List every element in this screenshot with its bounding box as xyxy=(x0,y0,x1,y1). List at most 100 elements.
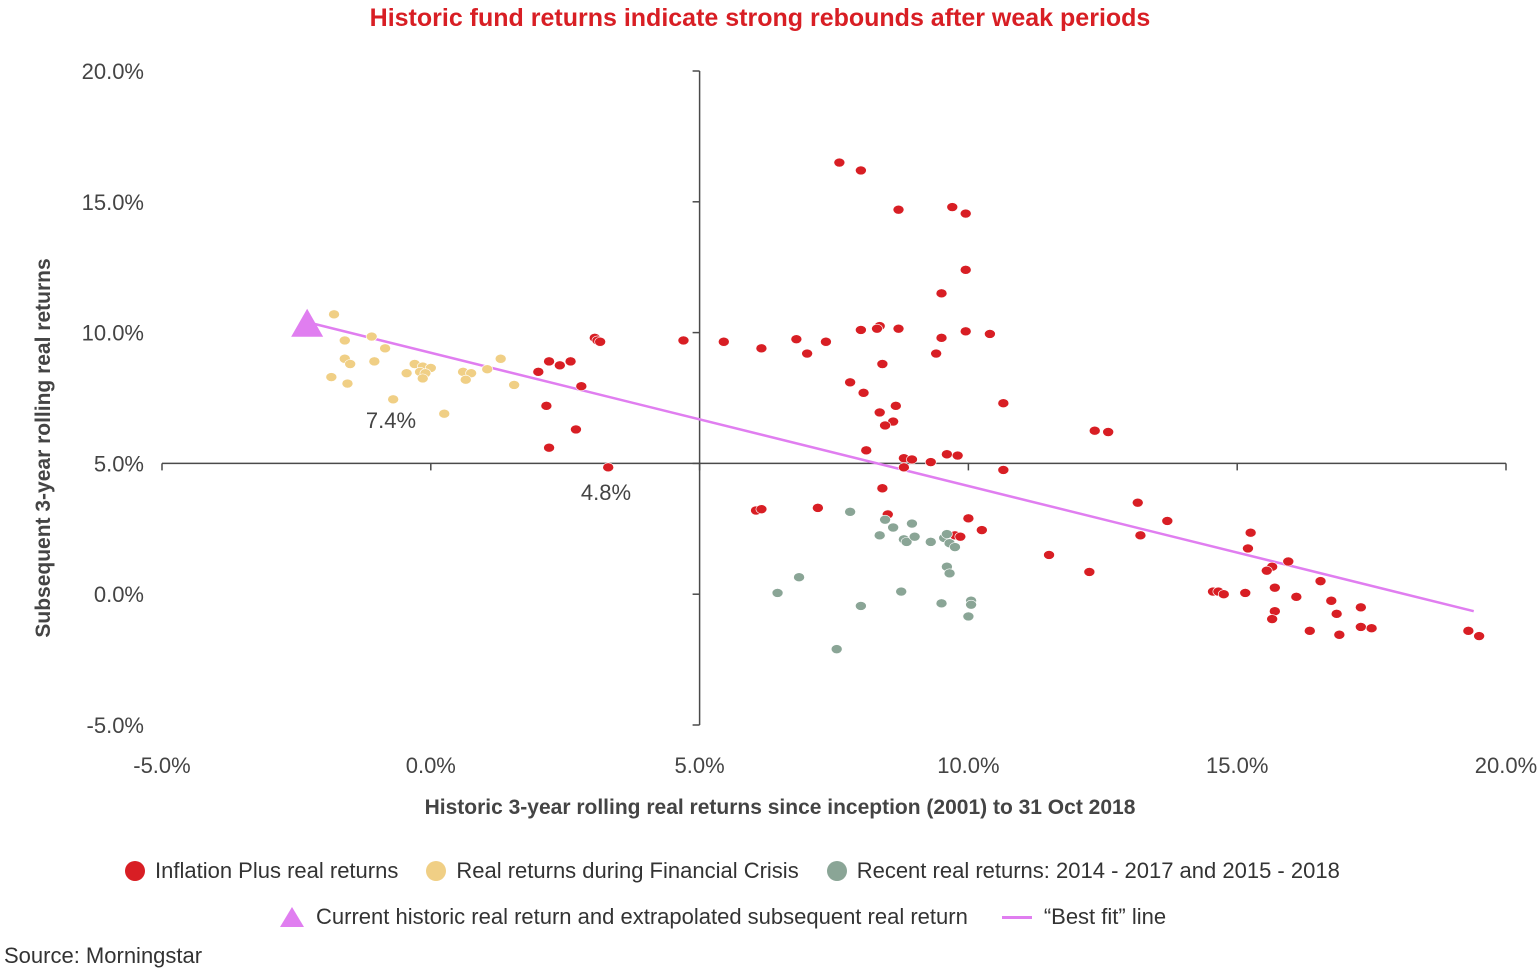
inflation-plus-point xyxy=(976,525,988,535)
inflation-plus-point xyxy=(1282,556,1295,567)
inflation-plus-point xyxy=(812,503,824,513)
inflation-plus-point xyxy=(594,336,606,347)
best-fit-line xyxy=(306,320,1475,613)
inflation-plus-point xyxy=(1134,530,1147,541)
inflation-plus-point xyxy=(906,454,918,465)
recent-returns-point xyxy=(844,506,856,517)
financial-crisis-point xyxy=(341,378,354,389)
legend-item-inflation: Inflation Plus real returns xyxy=(125,858,398,884)
inflation-plus-point xyxy=(755,504,768,514)
inflation-plus-point xyxy=(924,457,937,467)
inflation-plus-point xyxy=(543,356,555,367)
legend-label: Real returns during Financial Crisis xyxy=(456,858,799,883)
recent-returns-point xyxy=(943,568,956,579)
recent-returns-point xyxy=(771,588,784,598)
inflation-plus-point xyxy=(1242,543,1254,554)
inflation-plus-point xyxy=(890,401,902,411)
financial-crisis-point xyxy=(365,331,378,342)
inflation-plus-point xyxy=(1266,614,1278,624)
financial-crisis-point xyxy=(494,353,507,364)
inflation-plus-point xyxy=(1303,626,1316,636)
inflation-plus-point xyxy=(984,329,996,339)
inflation-plus-point xyxy=(554,360,566,371)
recent-returns-point xyxy=(793,572,805,582)
inflation-plus-point xyxy=(1325,595,1338,606)
inflation-plus-point xyxy=(951,450,964,461)
current-return-triangle-point xyxy=(291,308,324,337)
inflation-plus-point xyxy=(790,334,803,344)
recent-returns-point xyxy=(941,529,953,539)
recent-returns-point xyxy=(855,601,867,611)
legend-item-recent: Recent real returns: 2014 - 2017 and 201… xyxy=(826,858,1340,884)
inflation-plus-point xyxy=(844,377,856,388)
financial-crisis-point xyxy=(344,359,356,369)
source-note: Source: Morningstar xyxy=(4,943,203,968)
inflation-plus-point xyxy=(898,462,910,473)
inflation-plus-point xyxy=(857,387,870,398)
x-tick-label: 0.0% xyxy=(406,753,456,778)
x-tick-label: 10.0% xyxy=(937,753,999,778)
legend-marker-triangle-icon xyxy=(280,907,304,927)
inflation-plus-point xyxy=(564,356,577,367)
y-tick-label: 15.0% xyxy=(82,190,144,215)
legend-label: Recent real returns: 2014 - 2017 and 201… xyxy=(856,858,1340,883)
inflation-plus-point xyxy=(946,202,959,212)
legend-label: Current historic real return and extrapo… xyxy=(316,904,968,929)
inflation-plus-point xyxy=(1102,427,1114,437)
recent-returns-point xyxy=(906,518,918,529)
inflation-plus-point xyxy=(962,513,975,524)
recent-returns-point xyxy=(965,599,977,610)
inflation-plus-point xyxy=(959,265,972,275)
inflation-plus-point xyxy=(855,325,867,335)
inflation-plus-point xyxy=(833,157,846,168)
y-tick-label: -5.0% xyxy=(87,713,144,738)
inflation-plus-point xyxy=(879,420,891,431)
legend-item-current: Current historic real return and extrapo… xyxy=(280,904,968,930)
inflation-plus-point xyxy=(1355,622,1367,632)
inflation-plus-point xyxy=(1290,592,1303,602)
inflation-plus-point xyxy=(1217,589,1230,600)
financial-crisis-point xyxy=(438,408,451,419)
annotation-label: 7.4% xyxy=(366,408,416,433)
financial-crisis-point xyxy=(379,343,391,354)
inflation-plus-point xyxy=(602,462,615,473)
inflation-plus-point xyxy=(892,204,905,215)
inflation-plus-point xyxy=(1365,623,1378,634)
inflation-plus-point xyxy=(873,407,886,418)
inflation-plus-point xyxy=(543,442,555,453)
inflation-plus-point xyxy=(876,359,889,369)
legend-item-bestfit: “Best fit” line xyxy=(1001,904,1166,930)
inflation-plus-point xyxy=(717,336,730,347)
x-tick-label: 5.0% xyxy=(675,753,725,778)
inflation-plus-point xyxy=(677,335,690,346)
inflation-plus-point xyxy=(959,208,972,219)
inflation-plus-point xyxy=(1314,576,1327,586)
inflation-plus-point xyxy=(1131,497,1144,508)
inflation-plus-point xyxy=(755,343,768,354)
financial-crisis-point xyxy=(387,394,399,405)
financial-crisis-point xyxy=(481,364,494,375)
y-tick-label: 5.0% xyxy=(94,451,144,476)
financial-crisis-point xyxy=(459,374,472,385)
financial-crisis-point xyxy=(338,335,351,346)
inflation-plus-point xyxy=(997,398,1010,409)
financial-crisis-point xyxy=(400,368,413,378)
recent-returns-point xyxy=(935,598,948,609)
annotation-label: 4.8% xyxy=(581,480,631,505)
inflation-plus-point xyxy=(1473,631,1485,641)
inflation-plus-point xyxy=(935,333,948,343)
y-tick-label: 0.0% xyxy=(94,582,144,607)
recent-returns-point xyxy=(900,537,913,547)
inflation-plus-point xyxy=(1239,588,1252,598)
inflation-plus-point xyxy=(871,323,883,334)
legend-label: Inflation Plus real returns xyxy=(155,858,399,883)
financial-crisis-point xyxy=(508,380,520,390)
inflation-plus-point xyxy=(997,465,1010,475)
inflation-plus-point xyxy=(941,449,953,460)
y-tick-label: 20.0% xyxy=(82,59,144,84)
legend-item-crisis: Real returns during Financial Crisis xyxy=(426,858,799,884)
financial-crisis-point xyxy=(325,372,338,382)
inflation-plus-point xyxy=(1260,565,1273,576)
inflation-plus-point xyxy=(1330,609,1343,619)
financial-crisis-point xyxy=(328,309,340,320)
